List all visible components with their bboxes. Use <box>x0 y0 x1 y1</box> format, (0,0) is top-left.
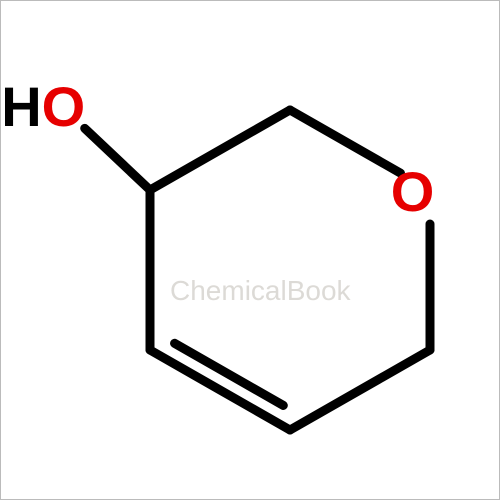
watermark-text: ChemicalBook <box>170 275 351 307</box>
atom-label-ring-oxygen: O <box>391 159 435 224</box>
atom-label-hydroxyl: HO <box>1 74 85 139</box>
